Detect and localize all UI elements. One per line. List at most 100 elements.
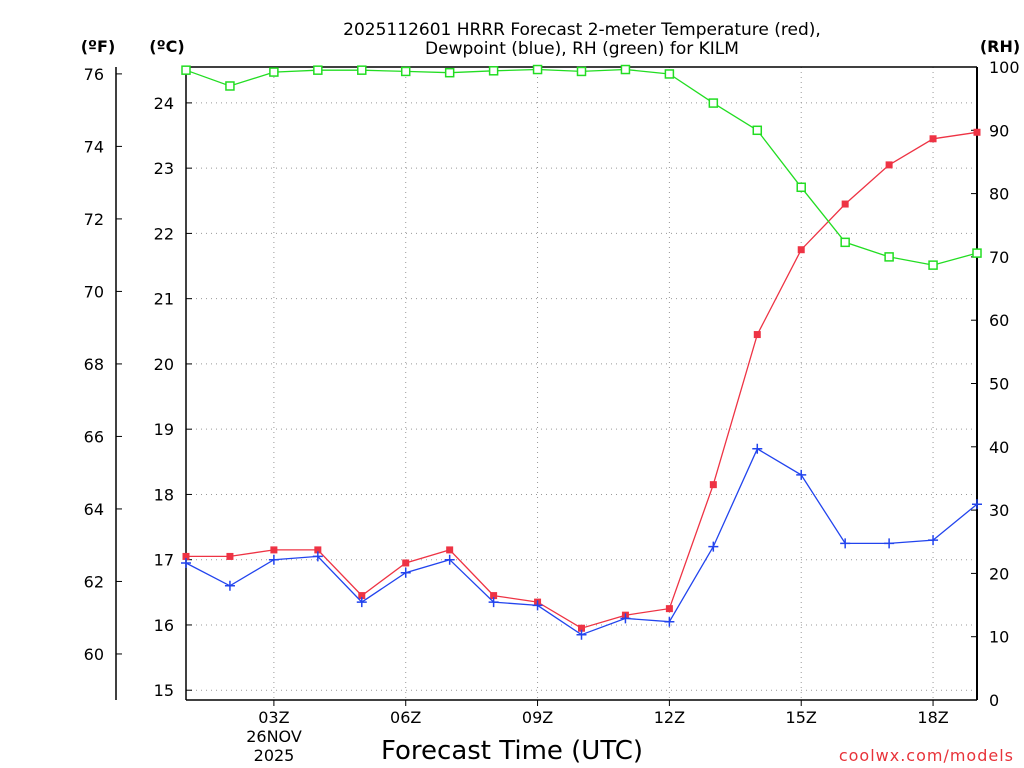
rh-tick-label: 20: [989, 564, 1009, 583]
rh-point: [400, 66, 411, 77]
rh-tick-label: 100: [989, 58, 1020, 77]
temperature-point: [973, 128, 981, 136]
rh-point: [752, 125, 763, 136]
celsius-tick-label: 18: [154, 485, 174, 504]
date-label-year: 2025: [254, 746, 295, 765]
time-tick-label: 03Z: [258, 708, 289, 727]
celsius-tick-label: 19: [154, 420, 174, 439]
temperature-point: [226, 552, 234, 560]
rh-point: [225, 81, 235, 91]
fahrenheit-tick-label: 74: [84, 137, 104, 156]
temperature-point: [402, 559, 410, 567]
dewpoint-point: [664, 616, 675, 627]
rh-tick-label: 70: [989, 248, 1009, 267]
temperature-point: [929, 135, 937, 143]
rh-tick-label: 50: [989, 375, 1009, 394]
time-tick-label: 09Z: [522, 708, 553, 727]
rh-point: [488, 66, 499, 76]
chart-title-line1: 2025112601 HRRR Forecast 2-meter Tempera…: [343, 20, 821, 40]
temperature-point: [797, 246, 805, 254]
fahrenheit-tick-label: 62: [84, 572, 104, 591]
fahrenheit-unit-label: (ºF): [81, 37, 116, 56]
rh-tick-label: 30: [989, 501, 1009, 520]
dewpoint-point: [444, 554, 455, 565]
dewpoint-point: [488, 597, 499, 608]
dewpoint-point: [840, 538, 851, 549]
temperature-point: [446, 546, 454, 554]
fahrenheit-tick-label: 68: [84, 355, 104, 374]
rh-tick-label: 60: [989, 311, 1009, 330]
temperature-point: [490, 592, 498, 600]
rh-point: [532, 64, 543, 75]
celsius-tick-label: 15: [154, 681, 174, 700]
fahrenheit-tick-label: 72: [84, 210, 104, 229]
fahrenheit-tick-label: 70: [84, 282, 104, 301]
dewpoint-point: [268, 554, 279, 565]
temperature-point: [753, 331, 761, 339]
rh-point: [928, 260, 938, 270]
rh-point: [444, 67, 455, 78]
rh-point: [972, 248, 982, 258]
rh-point: [708, 98, 719, 108]
rh-point: [576, 66, 587, 77]
rh-point: [269, 67, 279, 77]
celsius-tick-label: 16: [154, 616, 174, 635]
celsius-tick-label: 17: [154, 551, 174, 570]
rh-tick-label: 90: [989, 121, 1009, 140]
time-tick-label: 06Z: [390, 708, 421, 727]
fahrenheit-tick-label: 76: [84, 65, 104, 84]
tick-labels: 60 62 64 66 68 70 72 74 76 15 16 17 18 19 20 21 22 23 24 0 1…: [84, 58, 1020, 727]
temperature-point: [182, 552, 190, 560]
dewpoint-point: [400, 567, 411, 578]
temperature-point: [709, 481, 717, 489]
fahrenheit-tick-label: 66: [84, 427, 104, 446]
dewpoint-point: [356, 597, 367, 608]
credit-text: coolwx.com/models: [839, 746, 1014, 765]
dewpoint-point: [224, 580, 235, 591]
time-tick-label: 18Z: [917, 708, 948, 727]
rh-point: [313, 65, 323, 75]
rh-point: [357, 65, 367, 75]
celsius-tick-label: 23: [154, 159, 174, 178]
rh-point: [796, 182, 806, 193]
celsius-unit-label: (ºC): [149, 37, 184, 56]
rh-tick-label: 10: [989, 628, 1009, 647]
celsius-tick-label: 20: [154, 355, 174, 374]
dewpoint-point: [532, 600, 543, 611]
dewpoint-line: [185, 447, 978, 636]
rh-point: [664, 69, 675, 79]
date-label-day: 26NOV: [246, 727, 302, 746]
dewpoint-point: [312, 551, 323, 562]
axes: [115, 66, 978, 706]
rh-tick-label: 0: [989, 691, 999, 710]
fahrenheit-tick-label: 64: [84, 500, 104, 519]
temperature-point: [665, 605, 673, 613]
rh-tick-label: 40: [989, 438, 1009, 457]
temperature-point: [270, 546, 278, 554]
fahrenheit-tick-label: 60: [84, 645, 104, 664]
rh-point: [840, 237, 850, 248]
dewpoint-point: [708, 541, 719, 552]
rh-tick-label: 80: [989, 185, 1009, 204]
time-tick-label: 15Z: [786, 708, 817, 727]
dewpoint-point: [972, 499, 982, 510]
celsius-tick-label: 24: [154, 94, 174, 113]
celsius-tick-label: 21: [154, 290, 174, 309]
chart-title-line2: Dewpoint (blue), RH (green) for KILM: [425, 39, 739, 59]
dewpoint-point: [752, 443, 763, 454]
dewpoint-point: [576, 629, 587, 640]
time-tick-label: 12Z: [654, 708, 685, 727]
temperature-point: [314, 546, 322, 554]
rh-line: [185, 68, 978, 266]
x-axis-label: Forecast Time (UTC): [381, 736, 643, 766]
dewpoint-point: [796, 469, 807, 480]
temperature-line: [186, 131, 978, 629]
dewpoint-point: [181, 557, 191, 568]
temperature-point: [841, 200, 849, 208]
rh-unit-label: (RH): [980, 37, 1020, 56]
rh-point: [620, 64, 631, 75]
dewpoint-point: [884, 538, 895, 549]
temperature-point: [885, 161, 893, 169]
rh-point: [884, 252, 894, 262]
